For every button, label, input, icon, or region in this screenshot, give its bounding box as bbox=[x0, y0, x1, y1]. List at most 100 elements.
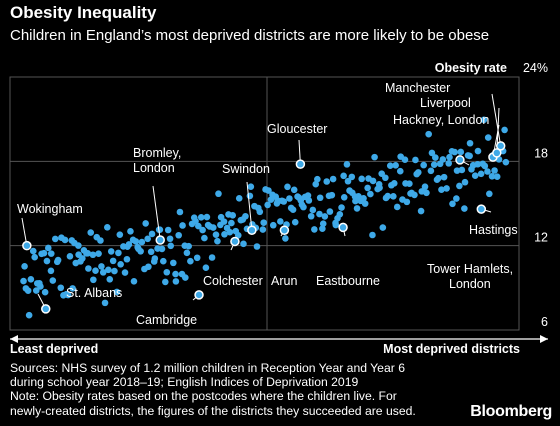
data-point bbox=[47, 267, 55, 275]
data-point bbox=[384, 192, 392, 200]
data-point bbox=[246, 192, 254, 200]
data-point bbox=[27, 276, 35, 283]
data-point bbox=[95, 250, 102, 257]
label-leader-line bbox=[246, 181, 253, 231]
data-point bbox=[192, 217, 199, 225]
data-point bbox=[300, 203, 307, 211]
data-point bbox=[456, 182, 463, 190]
data-point bbox=[428, 149, 436, 157]
data-point bbox=[493, 173, 501, 181]
data-point bbox=[183, 249, 191, 257]
data-point bbox=[432, 154, 439, 161]
data-point bbox=[423, 189, 430, 197]
data-point bbox=[484, 134, 492, 141]
data-point bbox=[286, 195, 293, 202]
data-point bbox=[486, 190, 493, 198]
data-point bbox=[461, 178, 469, 186]
district-label: Swindon bbox=[222, 162, 270, 176]
data-point bbox=[115, 249, 122, 257]
data-point bbox=[160, 257, 167, 265]
data-point bbox=[484, 168, 491, 175]
data-point bbox=[85, 265, 92, 272]
data-point bbox=[47, 250, 55, 257]
data-point bbox=[369, 231, 376, 239]
data-point bbox=[440, 173, 448, 181]
data-point bbox=[212, 231, 220, 238]
data-point bbox=[163, 268, 171, 276]
data-point bbox=[427, 167, 435, 175]
data-point bbox=[396, 167, 404, 175]
data-point bbox=[98, 263, 105, 270]
data-point bbox=[457, 148, 465, 156]
highlighted-point bbox=[155, 235, 165, 245]
data-point bbox=[247, 183, 255, 191]
data-point bbox=[446, 153, 453, 161]
data-point bbox=[64, 291, 72, 299]
data-point bbox=[49, 277, 57, 284]
data-point bbox=[229, 212, 237, 219]
data-point bbox=[185, 242, 192, 250]
data-point bbox=[162, 278, 169, 286]
data-point bbox=[382, 174, 389, 182]
data-point bbox=[66, 253, 74, 260]
district-label: Hastings bbox=[469, 223, 518, 237]
data-point bbox=[411, 191, 418, 199]
data-point bbox=[208, 254, 216, 261]
data-point bbox=[166, 235, 174, 243]
data-point bbox=[260, 219, 268, 226]
data-point bbox=[25, 311, 33, 319]
data-point bbox=[123, 255, 131, 263]
data-point bbox=[182, 274, 189, 281]
x-label-most-deprived: Most deprived districts bbox=[383, 342, 520, 356]
data-point bbox=[54, 256, 62, 264]
data-point bbox=[253, 243, 261, 250]
data-point bbox=[430, 161, 438, 168]
data-point bbox=[41, 288, 49, 296]
data-point bbox=[386, 162, 394, 170]
data-point bbox=[332, 221, 340, 229]
data-point bbox=[501, 126, 508, 134]
data-point bbox=[79, 255, 86, 262]
data-point bbox=[466, 152, 473, 160]
data-point bbox=[420, 161, 427, 169]
data-point bbox=[390, 192, 397, 200]
data-point bbox=[179, 222, 186, 229]
data-point bbox=[471, 172, 479, 180]
source-line: during school year 2018–19; English Indi… bbox=[10, 375, 359, 390]
data-point bbox=[44, 244, 52, 252]
data-point bbox=[352, 197, 359, 205]
data-point bbox=[201, 234, 208, 242]
bloomberg-logo: Bloomberg bbox=[470, 403, 552, 420]
data-point bbox=[193, 254, 201, 262]
data-point bbox=[277, 218, 284, 225]
data-point bbox=[406, 180, 413, 188]
data-point bbox=[147, 248, 155, 256]
data-point bbox=[491, 167, 498, 174]
data-point bbox=[92, 267, 99, 275]
data-point bbox=[329, 175, 337, 183]
data-point bbox=[107, 248, 115, 255]
source-line: Note: Obesity rates based on the postcod… bbox=[10, 389, 397, 404]
chart-title: Obesity Inequality bbox=[10, 3, 157, 22]
data-point bbox=[109, 257, 117, 265]
highlighted-point bbox=[455, 155, 465, 165]
data-point bbox=[57, 284, 65, 292]
data-point bbox=[304, 192, 312, 199]
data-point bbox=[145, 263, 152, 271]
label-leader-line bbox=[491, 93, 502, 146]
data-point bbox=[175, 231, 182, 239]
data-point bbox=[240, 240, 247, 248]
data-point bbox=[481, 162, 489, 170]
data-point bbox=[148, 230, 156, 238]
data-point bbox=[29, 247, 37, 255]
data-point bbox=[130, 277, 138, 285]
data-point bbox=[172, 278, 180, 285]
district-label: Hackney, London bbox=[393, 113, 489, 127]
data-point bbox=[43, 257, 51, 265]
data-point bbox=[32, 287, 40, 294]
data-point bbox=[336, 211, 344, 218]
data-point bbox=[451, 148, 458, 156]
highlighted-point bbox=[476, 204, 487, 214]
highlighted-point bbox=[230, 236, 240, 247]
data-point bbox=[269, 221, 277, 229]
